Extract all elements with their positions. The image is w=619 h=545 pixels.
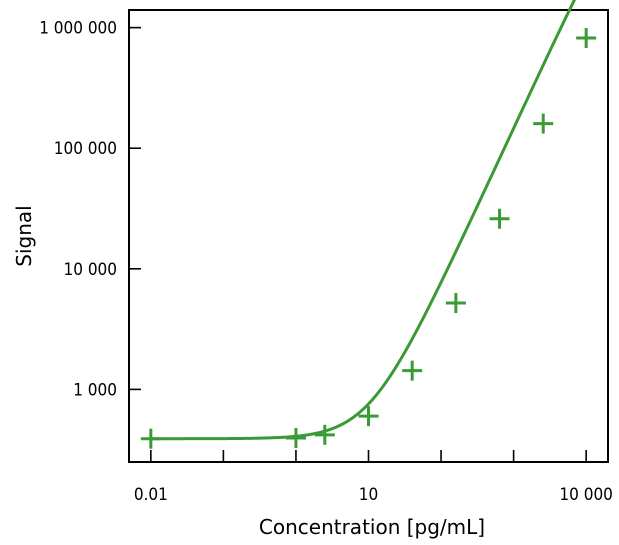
x-axis-title: Concentration [pg/mL] xyxy=(259,515,485,539)
y-axis: 1 000 10 000 100 000 1 000 000 xyxy=(39,19,141,400)
data-point xyxy=(285,428,306,449)
data-point xyxy=(445,293,466,314)
y-tick-label: 1 000 000 xyxy=(39,19,117,39)
y-tick-label: 1 000 xyxy=(73,380,117,400)
y-tick-label: 10 000 xyxy=(64,260,118,280)
y-tick-label: 100 000 xyxy=(54,139,117,159)
x-tick-label: 10 xyxy=(359,485,378,505)
x-tick-label: 10 000 xyxy=(559,485,613,505)
x-tick-label: 0.01 xyxy=(134,485,168,505)
fit-curve-layer xyxy=(150,0,577,441)
y-axis-title: Signal xyxy=(12,205,36,266)
data-point xyxy=(576,28,597,49)
data-point xyxy=(489,208,510,229)
data-point xyxy=(533,113,554,134)
data-point xyxy=(314,424,335,445)
x-axis: 0.01 10 10 000 xyxy=(134,450,613,505)
data-markers xyxy=(140,28,597,449)
data-point xyxy=(358,406,379,427)
data-point xyxy=(140,428,161,449)
fit-curve xyxy=(150,0,577,441)
data-point xyxy=(402,360,423,381)
